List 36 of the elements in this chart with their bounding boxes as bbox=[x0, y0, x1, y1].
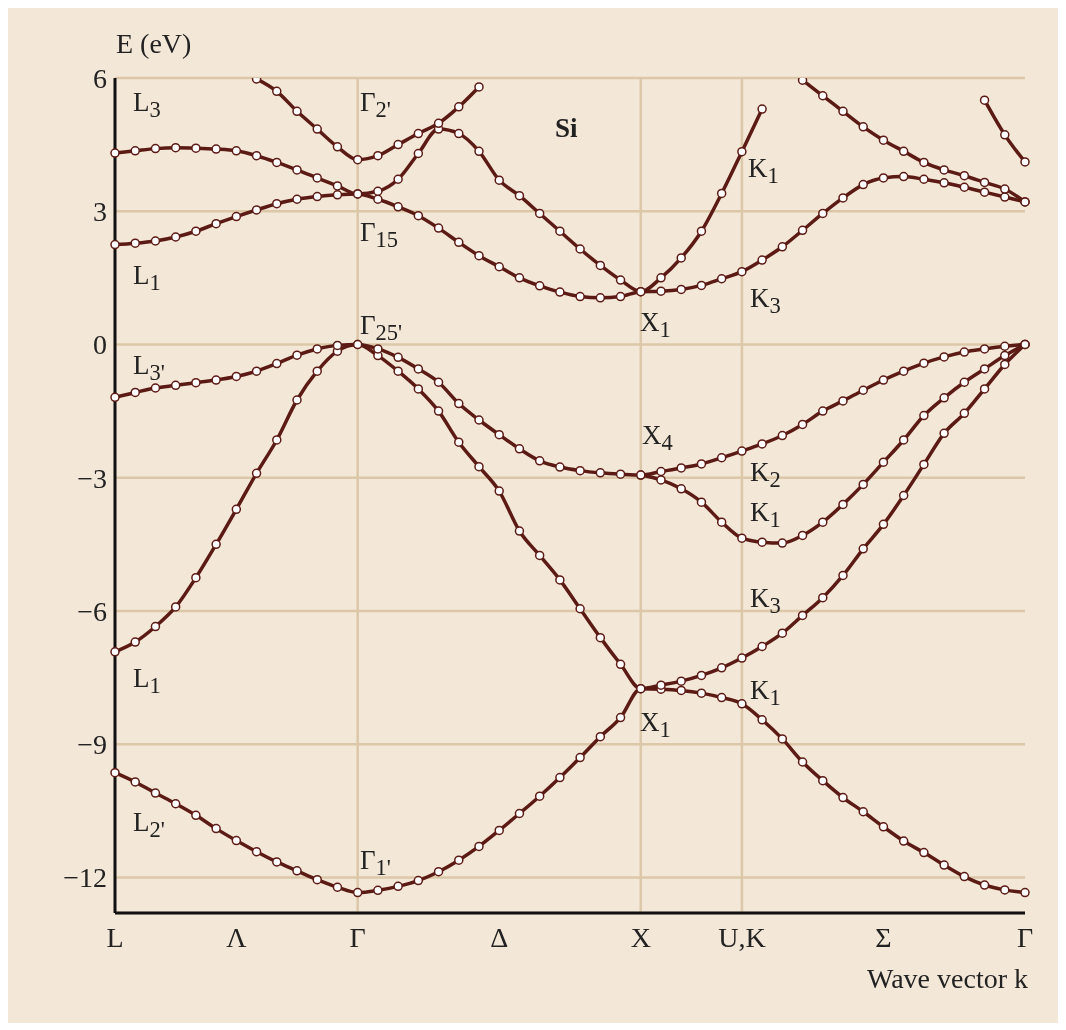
y-tick-label: 0 bbox=[93, 329, 107, 361]
annotation: Γ$_{2'}$ bbox=[360, 87, 391, 123]
x-tick-label: Δ bbox=[490, 921, 509, 953]
x-tick-label: U,K bbox=[718, 921, 766, 953]
y-tick-label: −12 bbox=[63, 862, 107, 894]
x-tick-label: X bbox=[630, 921, 651, 953]
annotation: X$_{1}$ bbox=[640, 707, 671, 743]
x-tick-label: Σ bbox=[875, 921, 892, 953]
annotation: L$_{3}$ bbox=[133, 87, 161, 123]
annotation: Γ$_{25'}$ bbox=[360, 310, 403, 346]
annotation: K$_{1}$ bbox=[750, 675, 781, 711]
annotation: X$_{4}$ bbox=[642, 420, 673, 456]
annotation: L$_{1}$ bbox=[133, 260, 161, 296]
y-axis-title: E (eV) bbox=[116, 28, 192, 59]
x-tick-label: L bbox=[106, 921, 124, 953]
annotation: X$_{1}$ bbox=[640, 307, 671, 343]
annotation: K$_{3}$ bbox=[750, 283, 781, 319]
annotation: L$_{3'}$ bbox=[133, 350, 165, 386]
text: Si bbox=[555, 113, 578, 143]
y-tick-label: 3 bbox=[93, 196, 107, 228]
y-tick-label: 6 bbox=[93, 62, 107, 94]
x-tick-label: Γ bbox=[1016, 921, 1034, 953]
x-tick-label: Λ bbox=[226, 921, 248, 953]
y-tick-label: −9 bbox=[77, 729, 107, 761]
y-tick-label: −6 bbox=[77, 595, 107, 627]
y-tick-label: −3 bbox=[77, 462, 107, 494]
x-tick-label: Γ bbox=[349, 921, 366, 953]
annotation: K$_{1}$ bbox=[750, 497, 781, 533]
annotation: Γ$_{15}$ bbox=[360, 217, 399, 253]
annotation: K$_{2}$ bbox=[750, 457, 781, 493]
annotation: K$_{3}$ bbox=[750, 583, 781, 619]
annotation: Γ$_{1'}$ bbox=[360, 845, 391, 881]
annotation: L$_{2'}$ bbox=[133, 807, 165, 843]
annotation: K$_{1}$ bbox=[748, 153, 779, 189]
x-axis-title: Wave vector k bbox=[867, 963, 1028, 994]
annotation: L$_{1}$ bbox=[133, 663, 161, 699]
